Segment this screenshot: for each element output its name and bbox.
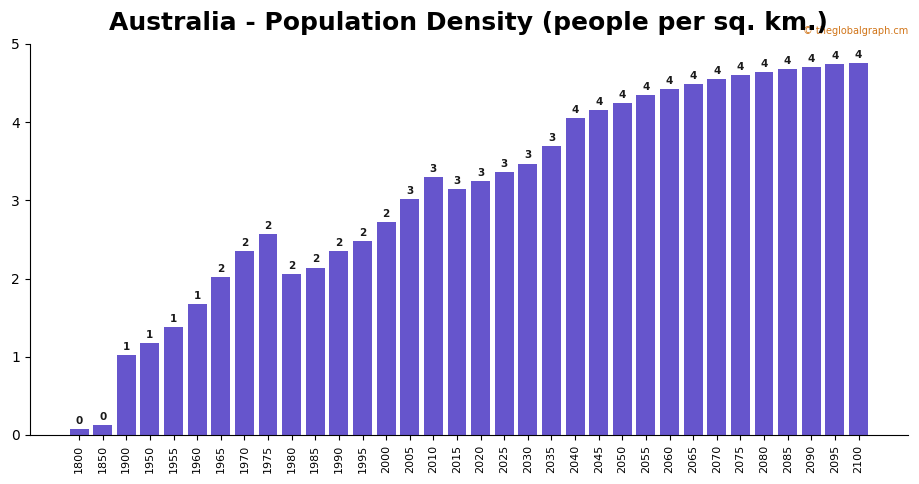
Bar [187, 304, 207, 435]
Text: 4: 4 [784, 56, 791, 66]
Text: 3: 3 [406, 186, 414, 196]
Text: 4: 4 [855, 50, 862, 60]
Bar [494, 172, 514, 435]
Bar [424, 177, 443, 435]
Text: 1: 1 [170, 314, 177, 324]
Text: 3: 3 [430, 164, 437, 174]
Bar [684, 84, 703, 435]
Text: 0: 0 [75, 416, 83, 426]
Bar [565, 118, 584, 435]
Text: 2: 2 [335, 238, 343, 248]
Text: 3: 3 [477, 167, 484, 178]
Bar [589, 110, 608, 435]
Text: 4: 4 [572, 105, 579, 115]
Bar [731, 76, 750, 435]
Bar [849, 63, 868, 435]
Text: 4: 4 [595, 97, 602, 107]
Text: 4: 4 [831, 51, 839, 61]
Title: Australia - Population Density (people per sq. km.): Australia - Population Density (people p… [109, 11, 828, 35]
Bar [93, 425, 112, 435]
Bar [329, 251, 348, 435]
Text: © theglobalgraph.cm: © theglobalgraph.cm [802, 26, 908, 36]
Bar [802, 67, 821, 435]
Bar [282, 274, 301, 435]
Text: 3: 3 [453, 176, 460, 186]
Text: 4: 4 [808, 54, 815, 63]
Bar [377, 222, 395, 435]
Bar [542, 146, 561, 435]
Text: 1: 1 [146, 330, 153, 340]
Text: 4: 4 [642, 82, 650, 91]
Bar [754, 72, 774, 435]
Text: 4: 4 [666, 76, 674, 86]
Bar [660, 90, 679, 435]
Text: 4: 4 [737, 62, 744, 72]
Text: 2: 2 [312, 255, 319, 264]
Text: 2: 2 [241, 238, 248, 248]
Bar [637, 95, 655, 435]
Bar [825, 64, 845, 435]
Bar [306, 268, 324, 435]
Text: 3: 3 [501, 159, 508, 169]
Text: 1: 1 [194, 291, 200, 301]
Text: 4: 4 [689, 71, 697, 81]
Bar [448, 189, 467, 435]
Bar [141, 344, 159, 435]
Bar [353, 241, 372, 435]
Bar [117, 355, 136, 435]
Bar [518, 164, 538, 435]
Bar [70, 429, 88, 435]
Text: 1: 1 [123, 342, 130, 352]
Bar [471, 181, 490, 435]
Text: 4: 4 [760, 59, 767, 69]
Text: 4: 4 [713, 66, 720, 76]
Text: 2: 2 [359, 228, 366, 238]
Bar [613, 103, 631, 435]
Text: 4: 4 [618, 90, 626, 100]
Text: 2: 2 [288, 261, 295, 271]
Text: 2: 2 [217, 264, 224, 274]
Bar [778, 69, 797, 435]
Text: 2: 2 [382, 209, 390, 219]
Text: 2: 2 [265, 221, 272, 231]
Bar [401, 199, 419, 435]
Bar [258, 234, 278, 435]
Bar [165, 327, 183, 435]
Bar [211, 277, 231, 435]
Text: 0: 0 [99, 411, 107, 422]
Text: 3: 3 [524, 151, 531, 161]
Bar [235, 251, 254, 435]
Bar [708, 79, 726, 435]
Text: 3: 3 [548, 133, 555, 142]
